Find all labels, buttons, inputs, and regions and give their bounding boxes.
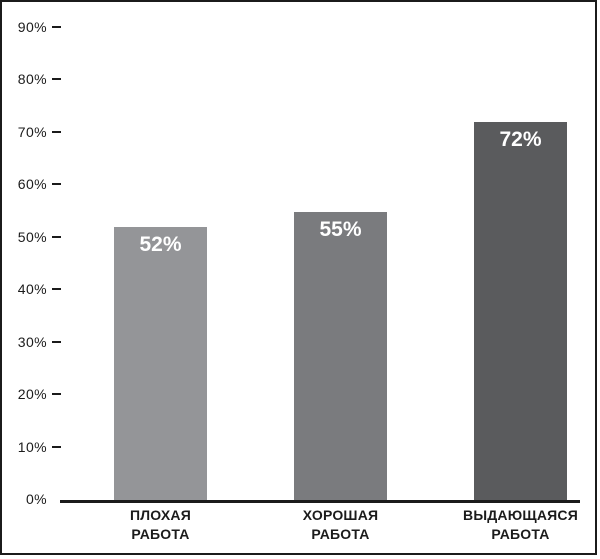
x-axis-line [60,500,580,503]
y-tick-label: 20% [17,386,47,403]
y-tick-dash [52,340,61,343]
category-label-line: ПЛОХАЯ [130,507,191,523]
category-label: ПЛОХАЯ РАБОТА [81,506,241,544]
y-tick-dash [52,235,61,238]
y-tick-label: 10% [17,438,47,455]
y-tick-label: 70% [17,123,47,140]
y-tick-dash [52,78,61,81]
category-label-line: РАБОТА [311,526,370,542]
y-tick-dash [52,393,61,396]
category-label-line: ВЫДАЮЩАЯСЯ [463,507,578,523]
y-tick-label: 90% [17,19,47,35]
y-tick-label: 50% [17,228,47,245]
y-tick-dash [52,288,61,291]
category-label-line: РАБОТА [131,526,190,542]
y-tick-dash [52,26,61,28]
bar-value-label: 72% [499,128,542,152]
category-label-line: ХОРОШАЯ [302,507,379,523]
category-label: ВЫДАЮЩАЯСЯ РАБОТА [441,506,600,544]
category-label: ХОРОШАЯ РАБОТА [261,506,421,544]
y-tick-label: 60% [17,176,47,193]
y-tick-dash [52,183,61,186]
y-tick-dash [52,445,61,448]
bar: 55% [294,211,387,500]
y-tick-label: 30% [17,333,47,350]
bar-value-label: 55% [319,217,362,241]
y-tick-label: 40% [17,281,47,298]
bar: 52% [114,227,207,500]
y-tick-label: 0% [25,491,47,507]
bar: 72% [474,122,567,500]
category-label-line: РАБОТА [491,526,550,542]
y-tick-dash [52,130,61,133]
bar-value-label: 52% [139,233,182,257]
y-tick-label: 80% [17,71,47,88]
